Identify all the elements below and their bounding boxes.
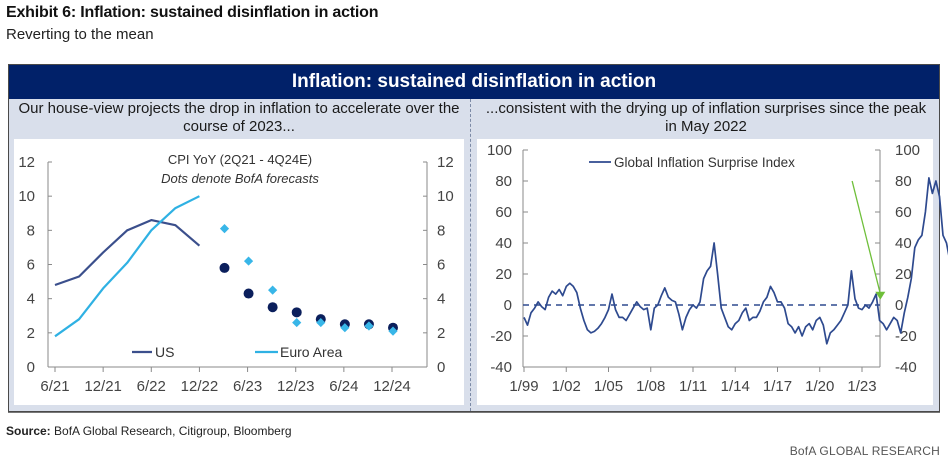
legend-surprise-label: Global Inflation Surprise Index: [614, 155, 795, 170]
surprise-right-y-tick-label: 20: [895, 266, 912, 283]
source-text: BofA Global Research, Citigroup, Bloombe…: [54, 424, 292, 438]
euro-forecast-diamond: [316, 317, 326, 328]
cpi-left-y-tick-label: 4: [27, 291, 35, 308]
brand-label: BofA GLOBAL RESEARCH: [789, 444, 940, 458]
cpi-x-tick-label: 12/23: [277, 378, 315, 395]
exhibit-subtitle: Reverting to the mean: [6, 26, 154, 43]
left-panel-heading: Our house-view projects the drop in infl…: [18, 100, 460, 135]
surprise-right-y-tick-label: -20: [895, 328, 917, 345]
chart-frame: Inflation: sustained disinflation in act…: [8, 64, 940, 412]
surprise-x-tick-label: 1/05: [594, 378, 623, 395]
cpi-x-tick-label: 6/24: [329, 378, 358, 395]
surprise-left-y-tick-label: -40: [490, 359, 512, 376]
euro-forecast-diamond: [243, 256, 254, 266]
surprise-x-tick-label: 1/11: [679, 378, 707, 395]
euro-forecast-diamond: [268, 285, 278, 295]
surprise-left-y-tick-label: 40: [495, 235, 512, 252]
cpi-left-y-tick-label: 10: [18, 188, 35, 205]
us-forecast-dot: [219, 262, 230, 273]
cpi-right-y-tick-label: 12: [437, 154, 454, 171]
cpi-left-y-tick-label: 6: [27, 257, 35, 274]
left-chart-panel: [14, 139, 464, 405]
cpi-x-tick-label: 6/21: [40, 378, 69, 395]
decline-arrow-head: [875, 291, 886, 300]
us-forecast-dot: [291, 307, 302, 318]
euro-forecast-diamond: [364, 321, 374, 331]
cpi-right-y-tick-label: 6: [437, 257, 445, 274]
surprise-left-y-tick-label: -20: [490, 328, 512, 345]
legend-euro-label: Euro Area: [280, 344, 342, 360]
surprise-right-y-tick-label: 60: [895, 204, 912, 221]
surprise-right-y-tick-label: 100: [895, 142, 920, 159]
surprise-right-y-tick-label: 0: [895, 297, 903, 314]
panel-divider: [470, 99, 471, 411]
surprise-right-y-tick-label: 40: [895, 235, 912, 252]
surprise-chart: -40 -20 0 20 40 60 80 100 -40 -20 0 20 40 60 80 100 1/99…: [487, 142, 948, 395]
surprise-x-tick-label: 1/14: [721, 378, 750, 395]
us-forecast-dot: [243, 288, 254, 299]
euro-forecast-diamond: [219, 224, 230, 234]
euro-forecast-diamond: [388, 326, 398, 336]
cpi-left-y-tick-label: 12: [18, 154, 35, 171]
cpi-right-y-tick-label: 0: [437, 359, 445, 376]
surprise-left-y-tick-label: 100: [487, 142, 512, 159]
surprise-x-tick-label: 1/99: [509, 378, 538, 395]
cpi-chart: CPI YoY (2Q21 - 4Q24E) Dots denote BofA …: [18, 152, 453, 395]
cpi-x-tick-label: 12/21: [84, 378, 122, 395]
cpi-x-tick-label: 12/22: [181, 378, 219, 395]
cpi-x-tick-label: 12/24: [373, 378, 411, 395]
surprise-right-y-tick-label: 80: [895, 173, 912, 190]
exhibit-title: Exhibit 6: Inflation: sustained disinfla…: [6, 4, 379, 21]
euro-cpi-line: [54, 195, 200, 338]
cpi-chart-subtitle: Dots denote BofA forecasts: [161, 171, 319, 186]
right-panel-heading: ...consistent with the drying up of infl…: [485, 100, 927, 135]
surprise-x-tick-label: 1/23: [847, 378, 876, 395]
euro-forecast-diamond: [340, 323, 350, 333]
cpi-x-tick-label: 6/23: [233, 378, 262, 395]
decline-arrow-shaft: [851, 180, 881, 294]
surprise-index-line: [523, 177, 948, 345]
surprise-left-y-tick-label: 0: [504, 297, 512, 314]
us-cpi-line: [54, 219, 201, 287]
cpi-x-tick-label: 6/22: [137, 378, 166, 395]
source-label: Source:: [6, 424, 51, 438]
surprise-legend: Global Inflation Surprise Index: [589, 155, 795, 170]
cpi-left-y-tick-label: 8: [27, 222, 35, 239]
surprise-left-y-tick-label: 60: [495, 204, 512, 221]
surprise-x-tick-label: 1/17: [763, 378, 792, 395]
cpi-chart-title: CPI YoY (2Q21 - 4Q24E): [168, 152, 312, 167]
surprise-left-y-tick-label: 80: [495, 173, 512, 190]
surprise-x-tick-label: 1/08: [636, 378, 665, 395]
cpi-right-y-tick-label: 8: [437, 222, 445, 239]
us-forecast-dot: [267, 302, 278, 313]
cpi-legend: US Euro Area: [132, 344, 342, 360]
banner-title: Inflation: sustained disinflation in act…: [9, 65, 939, 99]
surprise-x-tick-label: 1/02: [552, 378, 581, 395]
cpi-left-y-tick-label: 2: [27, 325, 35, 342]
surprise-x-tick-label: 1/20: [805, 378, 834, 395]
source-note: Source: BofA Global Research, Citigroup,…: [6, 424, 292, 438]
cpi-right-y-tick-label: 10: [437, 188, 454, 205]
surprise-right-y-tick-label: -40: [895, 359, 917, 376]
cpi-left-y-tick-label: 0: [27, 359, 35, 376]
right-chart-panel: [477, 139, 933, 405]
cpi-right-y-tick-label: 2: [437, 325, 445, 342]
legend-us-label: US: [155, 344, 174, 360]
euro-forecast-diamond: [292, 317, 302, 328]
surprise-left-y-tick-label: 20: [495, 266, 512, 283]
cpi-right-y-tick-label: 4: [437, 291, 445, 308]
